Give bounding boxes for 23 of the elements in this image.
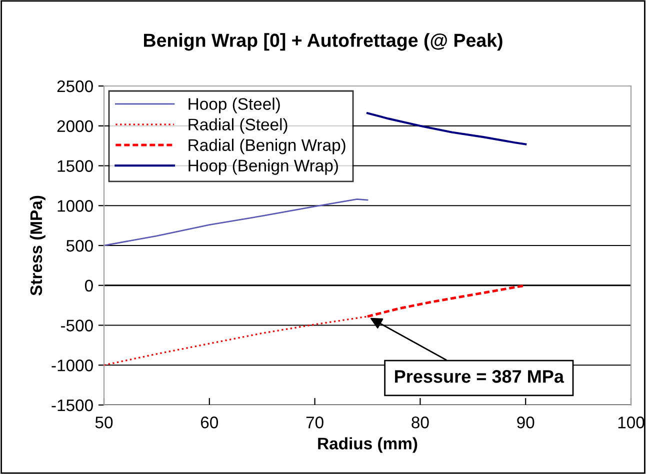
y-tick-label: 0 bbox=[84, 280, 93, 292]
x-tick-label: 100 bbox=[618, 416, 644, 428]
y-tick-label: 1000 bbox=[58, 200, 93, 212]
x-tick-label: 70 bbox=[306, 416, 324, 428]
x-axis-title: Radius (mm) bbox=[318, 437, 418, 453]
y-tick-label: -1500 bbox=[52, 399, 93, 412]
legend-label: Radial (Benign Wrap) bbox=[188, 138, 346, 154]
y-tick-label: 1500 bbox=[58, 160, 93, 172]
y-tick-label: 500 bbox=[66, 240, 93, 252]
x-tick-label: 60 bbox=[200, 416, 218, 428]
x-tick-label: 90 bbox=[517, 416, 534, 428]
x-tick-label: 80 bbox=[412, 416, 429, 428]
legend-label: Hoop (Steel) bbox=[188, 98, 280, 114]
legend-label: Radial (Steel) bbox=[188, 118, 288, 134]
y-tick-label: -1000 bbox=[52, 360, 93, 372]
x-tick-label: 50 bbox=[95, 416, 113, 428]
y-tick-label: -500 bbox=[60, 320, 93, 332]
chart-title: Benign Wrap [0] + Autofrettage (@ Peak) bbox=[144, 33, 502, 51]
annotation: Pressure = 387 MPa bbox=[395, 370, 564, 383]
y-tick-label: 2000 bbox=[57, 120, 93, 132]
legend-label: Hoop (Benign Wrap) bbox=[188, 159, 338, 175]
y-axis-title: Stress (MPa) bbox=[30, 196, 46, 296]
y-tick-label: 2500 bbox=[57, 80, 93, 92]
